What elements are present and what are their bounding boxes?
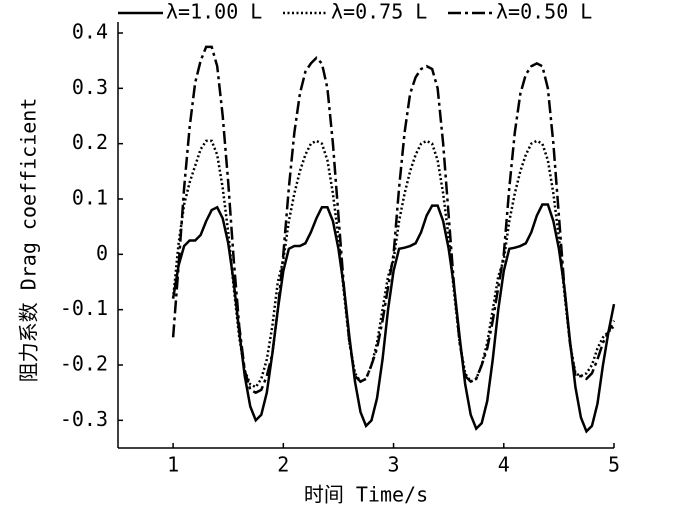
data-line: [171, 203, 616, 434]
x-tick-label: 4: [498, 453, 510, 477]
x-tick-label: 3: [388, 453, 400, 477]
y-tick-label: 0.4: [72, 20, 108, 44]
y-tick-label: -0.2: [60, 352, 108, 376]
legend-label: λ=0.50 L: [496, 0, 592, 24]
y-tick-label: -0.1: [60, 296, 108, 320]
x-tick-label: 5: [608, 453, 620, 477]
x-tick-label: 1: [167, 453, 179, 477]
y-tick-label: 0.3: [72, 75, 108, 99]
y-tick-label: 0: [96, 241, 108, 265]
data-line: [171, 45, 616, 395]
x-axis-label: 时间 Time/s: [304, 483, 428, 507]
y-axis-label: 阻力系数 Drag coefficient: [17, 98, 41, 383]
y-tick-label: -0.3: [60, 407, 108, 431]
y-tick-label: 0.1: [72, 186, 108, 210]
x-tick-label: 2: [277, 453, 289, 477]
y-tick-label: 0.2: [72, 130, 108, 154]
legend-label: λ=0.75 L: [331, 0, 427, 24]
data-line: [171, 139, 615, 389]
legend-label: λ=1.00 L: [166, 0, 262, 24]
